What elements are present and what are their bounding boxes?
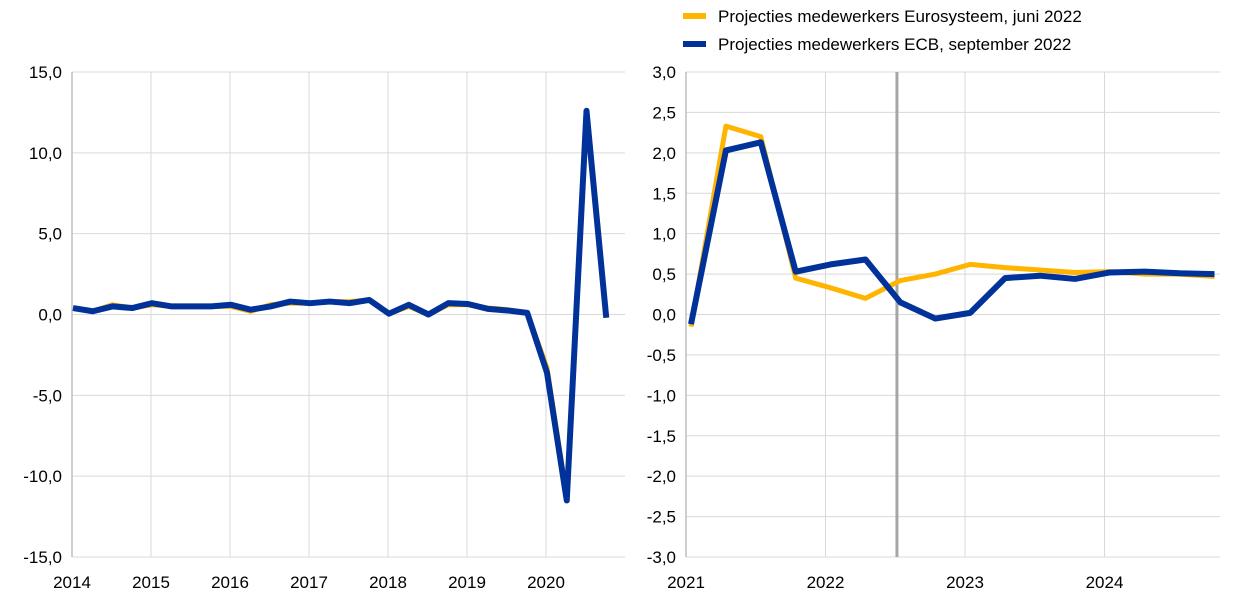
y-tick-label: -1,5 [647,427,676,446]
y-tick-label: -15,0 [23,548,62,567]
x-tick-label: 2024 [1086,573,1124,592]
y-tick-label: -10,0 [23,467,62,486]
y-tick-label: -2,0 [647,467,676,486]
x-tick-label: 2016 [211,573,249,592]
y-tick-label: -3,0 [647,548,676,567]
y-tick-label: 1,0 [652,225,676,244]
x-tick-label: 2020 [527,573,565,592]
panel-1: 15,0 10,0 5,0 0,0 -5,0 -10,0 -15,0 2014 2015 2016… [23,63,625,592]
legend-label: Projecties medewerkers Eurosysteem, juni… [718,7,1082,26]
y-tick-label: -5,0 [33,386,62,405]
x-tick-label: 2022 [807,573,845,592]
series-line-2 [688,139,1215,325]
x-tick-label: 2021 [667,573,705,592]
x-tick-label: 2019 [448,573,486,592]
panel-2: 3,0 2,5 2,0 1,5 1,0 0,5 0,0 -0,5 -1,0 -1,5 -2,0 -2,… [647,7,1220,592]
x-tick-label: 2018 [369,573,407,592]
x-tick-label: 2023 [946,573,984,592]
y-tick-label: 3,0 [652,63,676,82]
x-tick-label: 2015 [132,573,170,592]
y-tick-label: 1,5 [652,184,676,203]
y-tick-label: 10,0 [29,144,62,163]
y-tick-label: 0,0 [652,306,676,325]
y-tick-label: -2,5 [647,508,676,527]
y-tick-label: 15,0 [29,63,62,82]
legend-label: Projecties medewerkers ECB, september 20… [718,35,1071,54]
y-tick-label: 0,0 [38,306,62,325]
x-tick-label: 2014 [53,573,91,592]
x-tick-label: 2017 [290,573,328,592]
y-tick-label: -1,0 [647,386,676,405]
series-line-1 [688,123,1215,328]
y-tick-label: 2,0 [652,144,676,163]
y-tick-label: 0,5 [652,265,676,284]
y-tick-label: 2,5 [652,103,676,122]
y-tick-label: 5,0 [38,225,62,244]
y-tick-label: -0,5 [647,346,676,365]
series-line-2 [72,107,610,504]
